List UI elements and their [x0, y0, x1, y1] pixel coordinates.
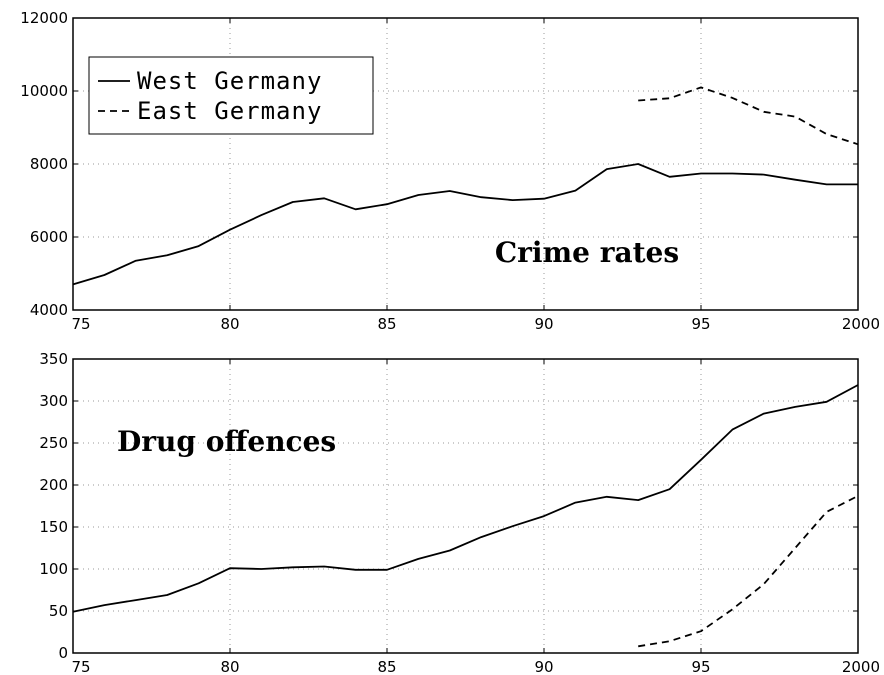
panel-annotation: Crime rates — [495, 236, 679, 269]
x-tick-label: 2000 — [842, 658, 880, 675]
series-line-west-germany — [72, 384, 859, 613]
y-tick-label: 10000 — [20, 82, 68, 100]
x-tick-label: 95 — [691, 658, 710, 675]
x-tick-label: 85 — [377, 658, 396, 675]
y-tick-label: 8000 — [30, 155, 68, 173]
x-tick-label: 95 — [691, 315, 710, 333]
y-tick-label: 300 — [39, 392, 68, 410]
panel-2: 0 50 100 150 200 250 300 350 75 80 85 90 95 2000 Drug … — [39, 350, 880, 675]
legend-box — [88, 56, 374, 135]
plot-frame — [72, 358, 859, 654]
y-tick-label: 6000 — [30, 228, 68, 246]
y-tick-label: 200 — [39, 476, 68, 494]
x-tick-label: 75 — [71, 315, 90, 333]
x-tick-label: 90 — [534, 658, 553, 675]
x-tick-label: 75 — [71, 658, 90, 675]
panel-1: 4000 6000 8000 10000 12000 75 80 85 90 95 2000 Crim… — [20, 9, 880, 333]
legend-label: West Germany — [137, 67, 322, 95]
x-tick-label: 80 — [220, 315, 239, 333]
x-tick-label: 2000 — [842, 315, 880, 333]
series-line-west-germany — [72, 163, 858, 286]
y-tick-label: 0 — [58, 644, 68, 662]
y-tick-label: 12000 — [20, 9, 68, 27]
y-tick-label: 4000 — [30, 301, 68, 319]
y-tick-label: 350 — [39, 350, 68, 368]
legend-label: East Germany — [137, 97, 322, 125]
y-tick-label: 50 — [49, 602, 68, 620]
series-line-east-germany — [638, 86, 859, 146]
panel-annotation: Drug offences — [117, 425, 336, 458]
x-tick-label: 90 — [534, 315, 553, 333]
plot-frame — [72, 17, 859, 311]
series-line-east-germany — [638, 495, 859, 648]
y-tick-label: 100 — [39, 560, 68, 578]
x-tick-label: 80 — [220, 658, 239, 675]
x-tick-label: 85 — [377, 315, 396, 333]
y-tick-label: 250 — [39, 434, 68, 452]
y-tick-label: 150 — [39, 518, 68, 536]
